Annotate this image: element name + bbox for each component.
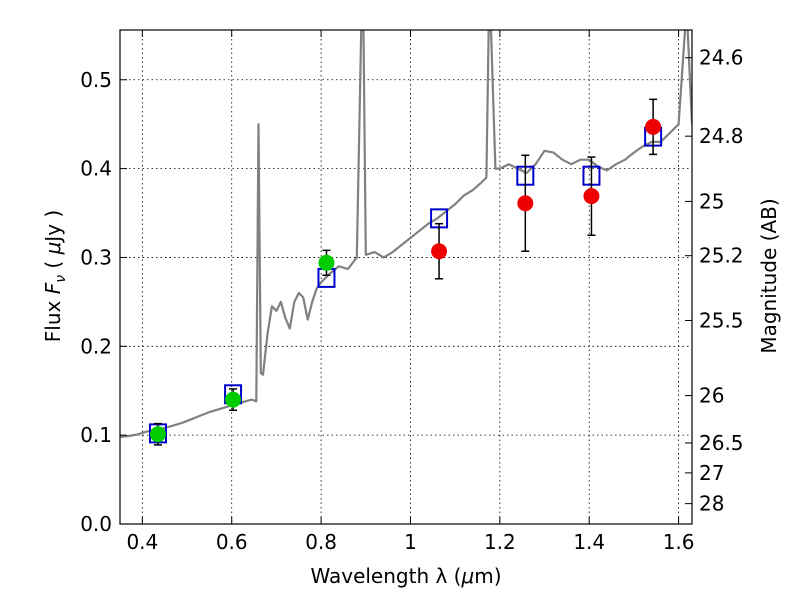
y2-axis-ticks: 24.6 24.8 25 25.2 25.5 26 26.5 27 28 (685, 46, 744, 516)
y-tick-label: 0.1 (80, 423, 112, 447)
x-axis-label: Wavelength λ (μm) (310, 564, 501, 588)
observed-flux-point (517, 195, 534, 212)
y2-tick-label: 27 (699, 461, 724, 485)
observed-flux-point (583, 188, 600, 205)
observed-flux-point (645, 118, 662, 135)
y2-tick-label: 26 (699, 384, 724, 408)
y-tick-label: 0.5 (80, 68, 112, 92)
spectrum-line (120, 30, 692, 438)
y2-axis-label: Magnitude (AB) (757, 198, 781, 353)
x-tick-label: 1.4 (573, 530, 605, 554)
y-tick-label: 0.0 (80, 512, 112, 536)
series-layer (120, 30, 692, 446)
x-tick-label: 0.6 (216, 530, 248, 554)
x-tick-label: 1.2 (484, 530, 516, 554)
y-tick-label: 0.2 (80, 334, 112, 358)
observed-flux-point (149, 426, 166, 443)
y-tick-label: 0.3 (80, 245, 112, 269)
y-axis-ticks: 0.0 0.1 0.2 0.3 0.4 0.5 (80, 68, 127, 536)
observed-flux-point (431, 243, 448, 260)
y-tick-label: 0.4 (80, 157, 112, 181)
y2-tick-label: 26.5 (699, 431, 744, 455)
y2-tick-label: 25.2 (699, 244, 744, 268)
x-tick-label: 0.8 (305, 530, 337, 554)
x-tick-label: 1 (404, 530, 417, 554)
y-axis-label: Flux Fν ( μJy ) (41, 210, 69, 342)
y2-tick-label: 25 (699, 189, 724, 213)
observed-flux-point (318, 254, 335, 271)
y2-tick-label: 24.6 (699, 46, 744, 70)
observed-flux-point (225, 391, 242, 408)
x-tick-label: 1.6 (663, 530, 695, 554)
y2-tick-label: 25.5 (699, 308, 744, 332)
y2-tick-label: 24.8 (699, 124, 744, 148)
grid-lines (120, 30, 692, 524)
x-tick-label: 0.4 (126, 530, 158, 554)
y2-tick-label: 28 (699, 492, 724, 516)
plot-frame (119, 29, 693, 525)
x-axis-ticks: 0.4 0.6 0.8 1 1.2 1.4 1.6 (126, 30, 695, 554)
